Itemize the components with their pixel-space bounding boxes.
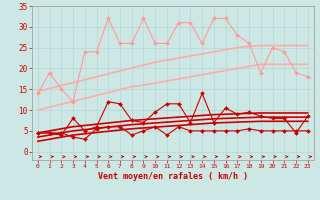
X-axis label: Vent moyen/en rafales ( km/h ): Vent moyen/en rafales ( km/h ) [98, 172, 248, 181]
